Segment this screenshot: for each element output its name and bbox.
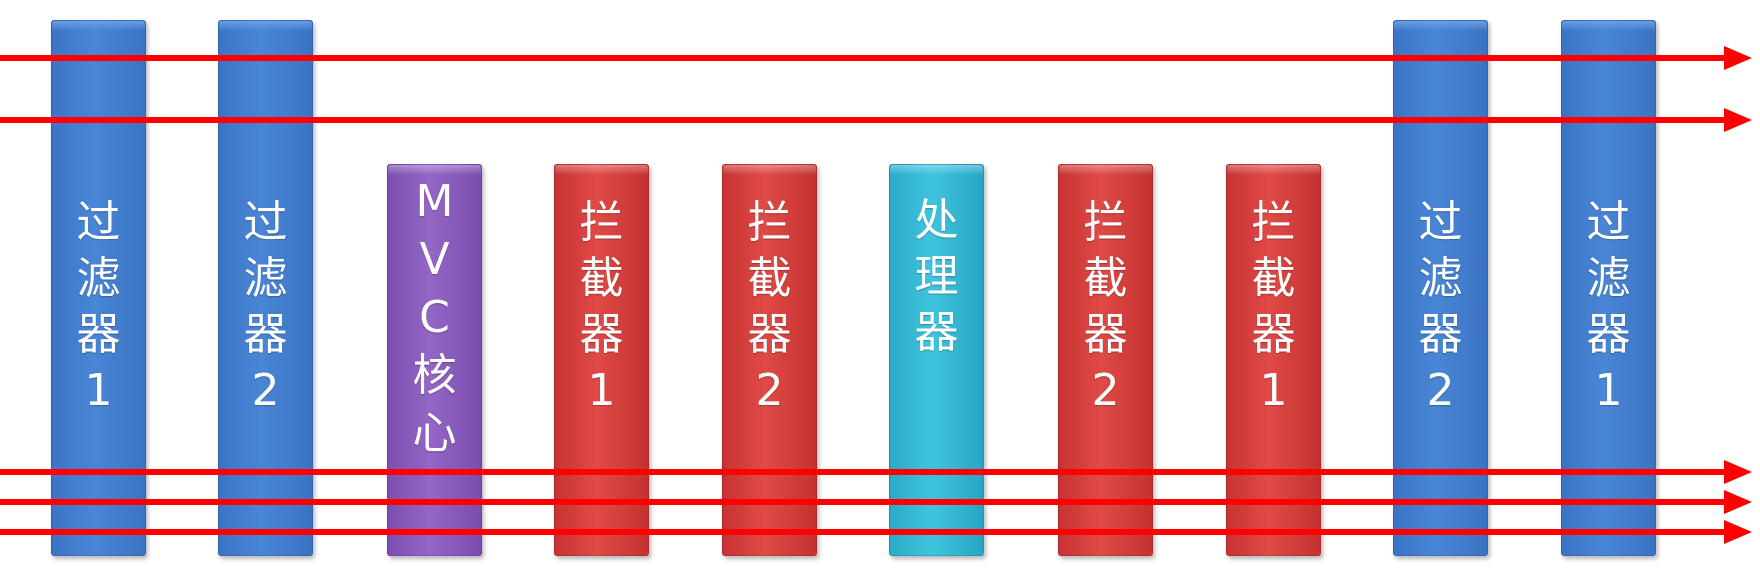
filter-2-out-bar: 过 滤 器 2 [1393,20,1488,556]
arrow-head-3 [1724,460,1752,484]
interceptor-2-in-label: 拦 截 器 2 [747,197,792,416]
filter-2-in-bar: 过 滤 器 2 [218,20,313,556]
interceptor-2-out-label: 拦 截 器 2 [1083,197,1128,416]
interceptor-1-out-label: 拦 截 器 1 [1251,197,1296,416]
filter-2-in-label: 过 滤 器 2 [243,197,288,416]
mvc-core-label: M V C 核 心 [412,176,457,459]
arrow-head-2 [1724,108,1752,132]
mvc-core-bar: M V C 核 心 [387,164,482,556]
handler-bar: 处 理 器 [889,164,984,556]
handler-label: 处 理 器 [914,195,959,358]
interceptor-1-out-bar: 拦 截 器 1 [1226,164,1321,556]
interceptor-2-out-bar: 拦 截 器 2 [1058,164,1153,556]
filter-1-out-label: 过 滤 器 1 [1586,197,1631,416]
arrow-head-5 [1724,520,1752,544]
interceptor-2-in-bar: 拦 截 器 2 [722,164,817,556]
filter-1-in-bar: 过 滤 器 1 [51,20,146,556]
filter-2-out-label: 过 滤 器 2 [1418,197,1463,416]
arrow-head-4 [1724,490,1752,514]
filter-1-in-label: 过 滤 器 1 [76,197,121,416]
interceptor-1-in-label: 拦 截 器 1 [579,197,624,416]
interceptor-1-in-bar: 拦 截 器 1 [554,164,649,556]
arrow-head-1 [1724,46,1752,70]
filter-1-out-bar: 过 滤 器 1 [1561,20,1656,556]
